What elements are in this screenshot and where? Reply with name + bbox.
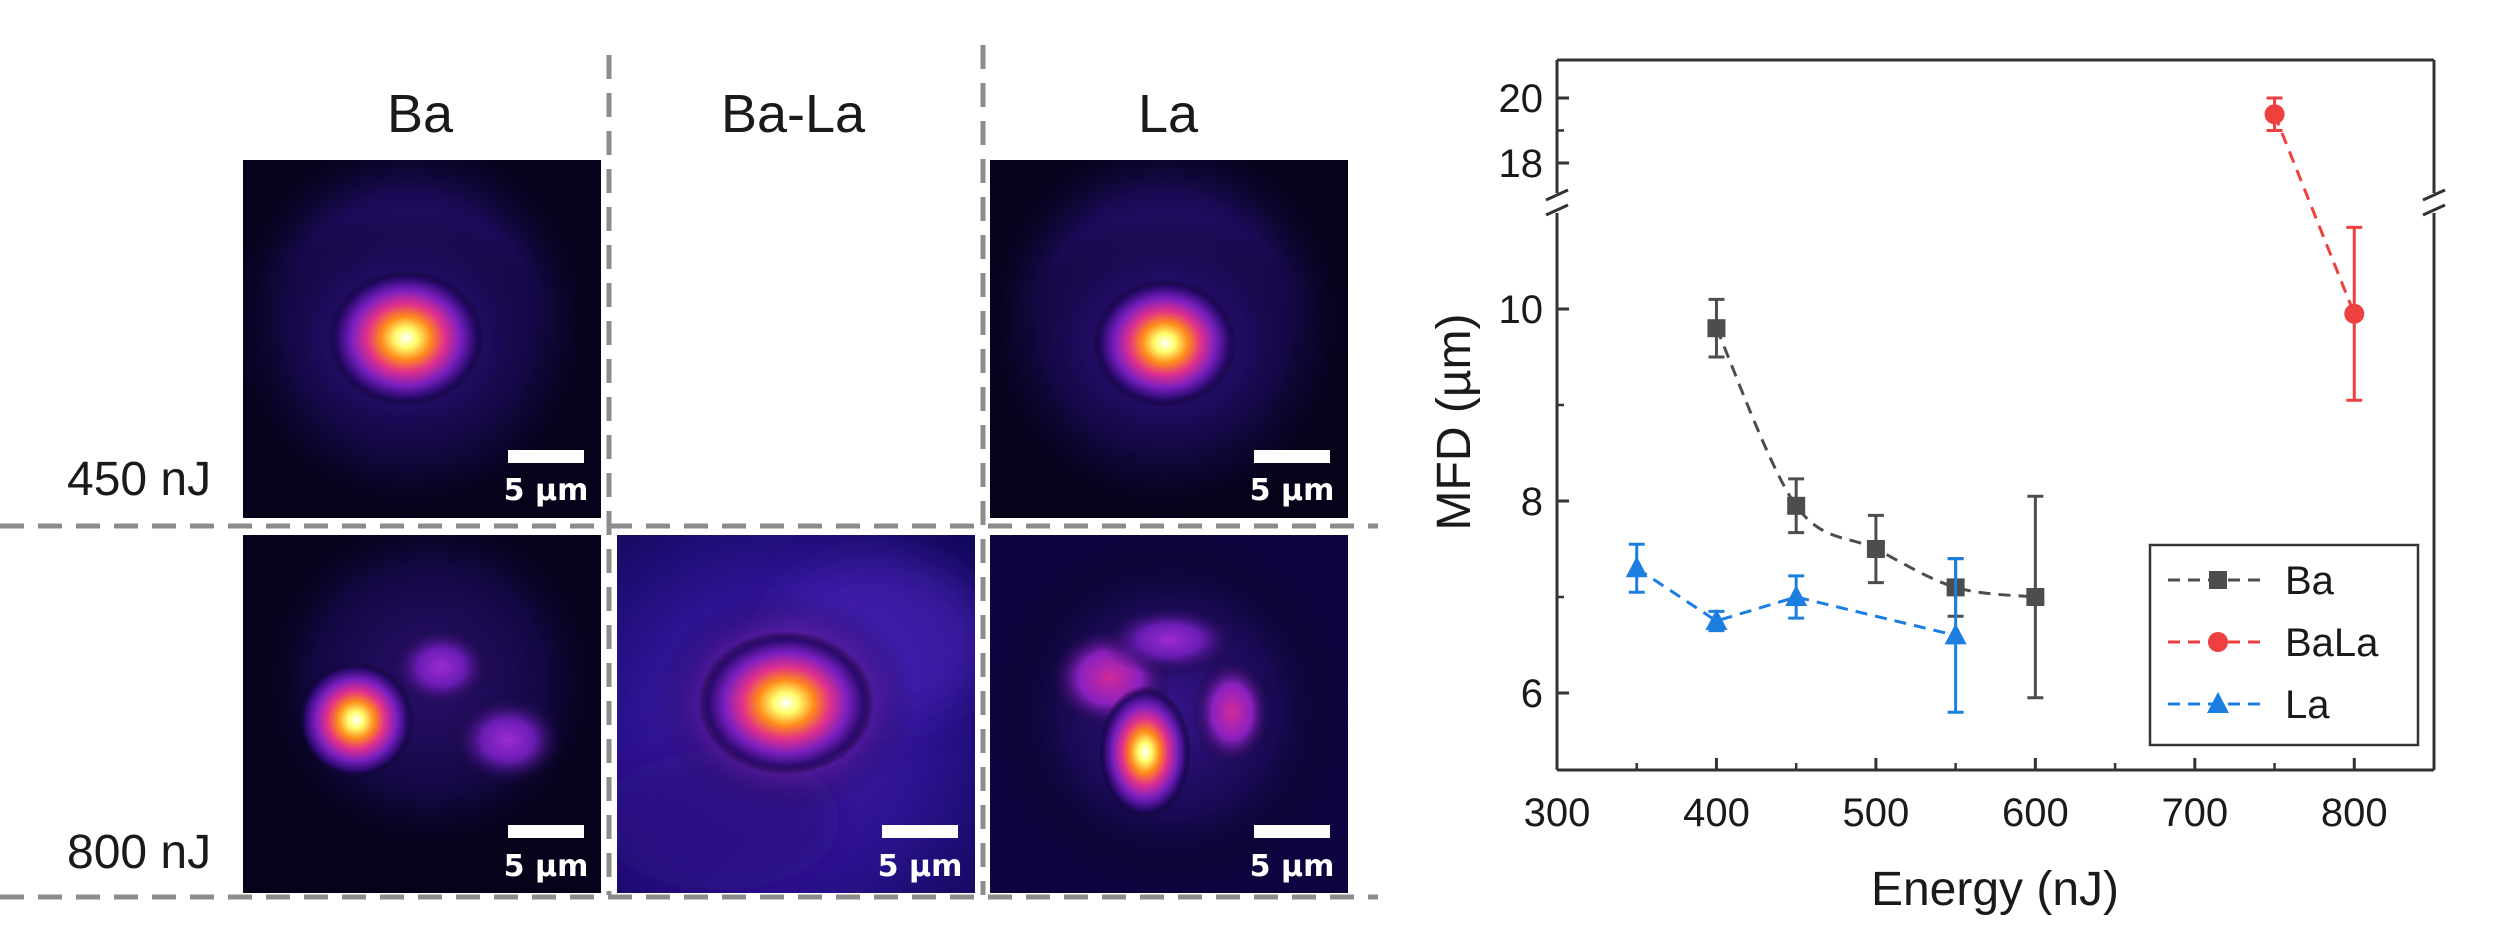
mode-image-ba-450nj	[243, 160, 601, 518]
row-label-450nj: 450 nJ	[67, 453, 211, 506]
series-line	[2273, 113, 2356, 315]
axis-break-mark	[2422, 188, 2446, 202]
x-tick-label: 600	[2002, 791, 2069, 835]
x-tick-label: 300	[1524, 791, 1591, 835]
mode-image-ba-la-800nj	[617, 535, 975, 893]
y-axis-label: MFD (µm)	[1428, 314, 1481, 531]
series-la	[1625, 542, 1967, 714]
x-tick-label: 500	[1843, 791, 1910, 835]
legend-marker	[2208, 632, 2228, 652]
legend-label: La	[2285, 683, 2330, 727]
y-tick-label: 10	[1499, 288, 1544, 332]
scale-bar-la-800nj: 5 µm	[1250, 825, 1335, 884]
legend-label: BaLa	[2285, 621, 2379, 665]
y-tick-label: 6	[1521, 672, 1543, 716]
scale-bar-la-450nj: 5 µm	[1250, 450, 1335, 508]
scale-bar-ba-la-800nj: 5 µm	[878, 825, 963, 884]
column-header-la: La	[1138, 84, 1199, 144]
legend-label: Ba	[2285, 559, 2335, 603]
scale-bar-line	[508, 825, 584, 838]
axis-break-mark	[2422, 203, 2446, 217]
scale-bar-line	[508, 450, 584, 463]
y-tick-label: 18	[1499, 142, 1544, 186]
axis-break-mark	[1545, 188, 1569, 202]
series-ba	[1707, 297, 2045, 700]
mode-image-ba-800nj	[243, 535, 601, 893]
mode-image-la-800nj	[990, 535, 1348, 893]
data-point	[1944, 623, 1967, 645]
x-tick-label: 400	[1683, 791, 1750, 835]
x-tick-label: 700	[2161, 791, 2228, 835]
column-header-ba: Ba	[387, 84, 454, 144]
series-line	[1715, 327, 2036, 599]
scale-bar-label: 5 µm	[1250, 849, 1335, 884]
y-ticks: 6 8 10 18 20	[1499, 77, 1569, 716]
legend-box	[2148, 543, 2420, 747]
legend-marker	[2207, 692, 2229, 713]
y-tick-label: 8	[1521, 480, 1543, 524]
row-label-800nj: 800 nJ	[67, 826, 211, 879]
panel-a-separators	[0, 45, 1378, 900]
data-point	[1707, 319, 1726, 338]
legend-marker	[2209, 571, 2227, 589]
series-layer	[1625, 96, 2365, 714]
scale-bar-line	[1254, 825, 1330, 838]
scale-bar-line	[1254, 450, 1330, 463]
legend: Ba BaLa La	[2148, 543, 2420, 747]
series-bala	[2264, 96, 2365, 402]
data-point	[2026, 588, 2045, 606]
scale-bar-label: 5 µm	[504, 473, 589, 508]
y-tick-label: 20	[1499, 77, 1544, 121]
scale-bar-ba-800nj: 5 µm	[504, 825, 589, 884]
scale-bar-label: 5 µm	[878, 849, 963, 884]
column-header-ba-la: Ba-La	[721, 84, 866, 144]
x-tick-label: 800	[2321, 791, 2388, 835]
scale-bar-label: 5 µm	[504, 849, 589, 884]
data-point	[2264, 104, 2285, 125]
scale-bar-label: 5 µm	[1250, 473, 1335, 508]
data-point	[2344, 303, 2365, 324]
scale-bar-line	[882, 825, 958, 838]
mode-image-la-450nj	[990, 160, 1348, 518]
series-line	[1635, 566, 1956, 637]
data-point	[1625, 556, 1648, 578]
x-axis-label: Energy (nJ)	[1871, 863, 2119, 916]
data-point	[1785, 585, 1808, 606]
axes-frame	[1545, 58, 2446, 772]
data-point	[1787, 496, 1806, 515]
scale-bar-ba-450nj: 5 µm	[504, 450, 589, 508]
x-ticks: 300 400 500 600 700 800	[1524, 758, 2388, 835]
data-point	[1705, 609, 1728, 630]
data-point	[1866, 540, 1885, 558]
axis-break-mark	[1545, 203, 1569, 217]
